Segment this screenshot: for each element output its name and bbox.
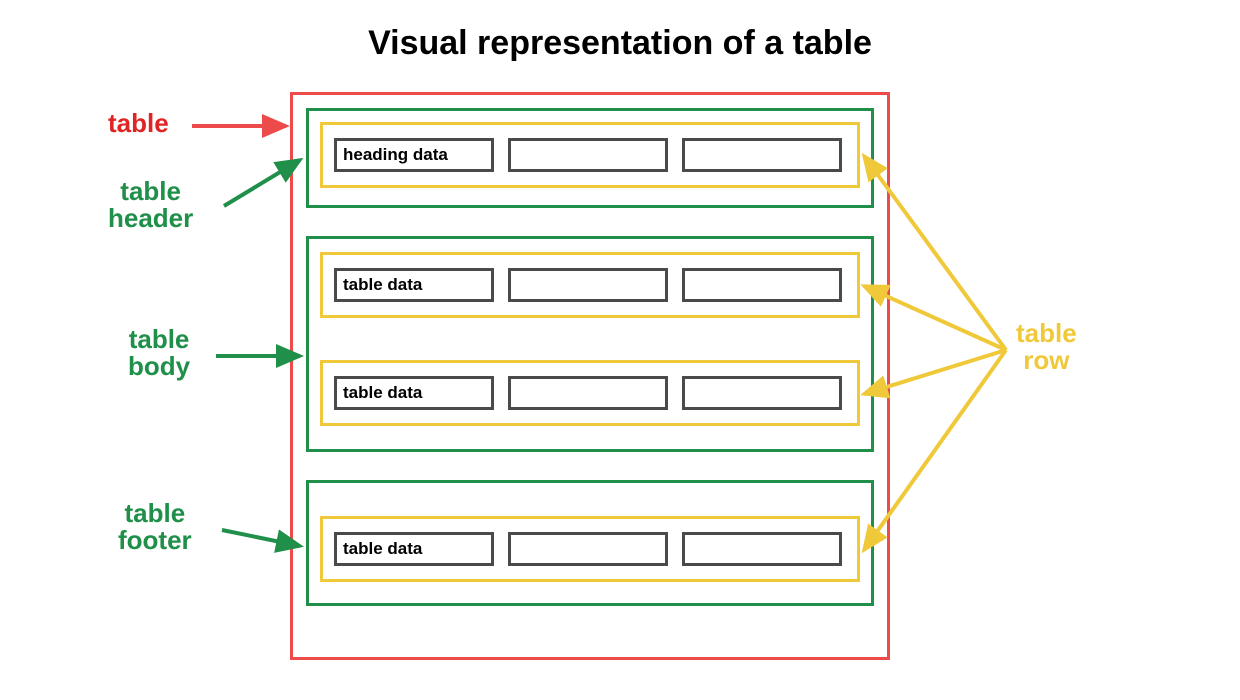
heading-data-cell: heading data <box>334 138 494 172</box>
table-data-cell-b1: table data <box>334 268 494 302</box>
table-data-cell-b2-empty-2 <box>682 376 842 410</box>
diagram-title: Visual representation of a table <box>0 24 1240 63</box>
table-data-cell-b2-empty-1 <box>508 376 668 410</box>
label-table-footer: table footer <box>118 500 192 555</box>
table-data-cell-b1-empty-1 <box>508 268 668 302</box>
label-table-body: table body <box>128 326 190 381</box>
table-data-cell-b2: table data <box>334 376 494 410</box>
label-table-header: table header <box>108 178 193 233</box>
label-table-row: table row <box>1016 320 1077 375</box>
table-data-cell-b1-empty-2 <box>682 268 842 302</box>
table-data-cell-f1: table data <box>334 532 494 566</box>
label-table: table <box>108 110 169 137</box>
heading-data-cell-empty-1 <box>508 138 668 172</box>
table-data-cell-f1-empty-1 <box>508 532 668 566</box>
heading-data-cell-empty-2 <box>682 138 842 172</box>
table-data-cell-f1-empty-2 <box>682 532 842 566</box>
